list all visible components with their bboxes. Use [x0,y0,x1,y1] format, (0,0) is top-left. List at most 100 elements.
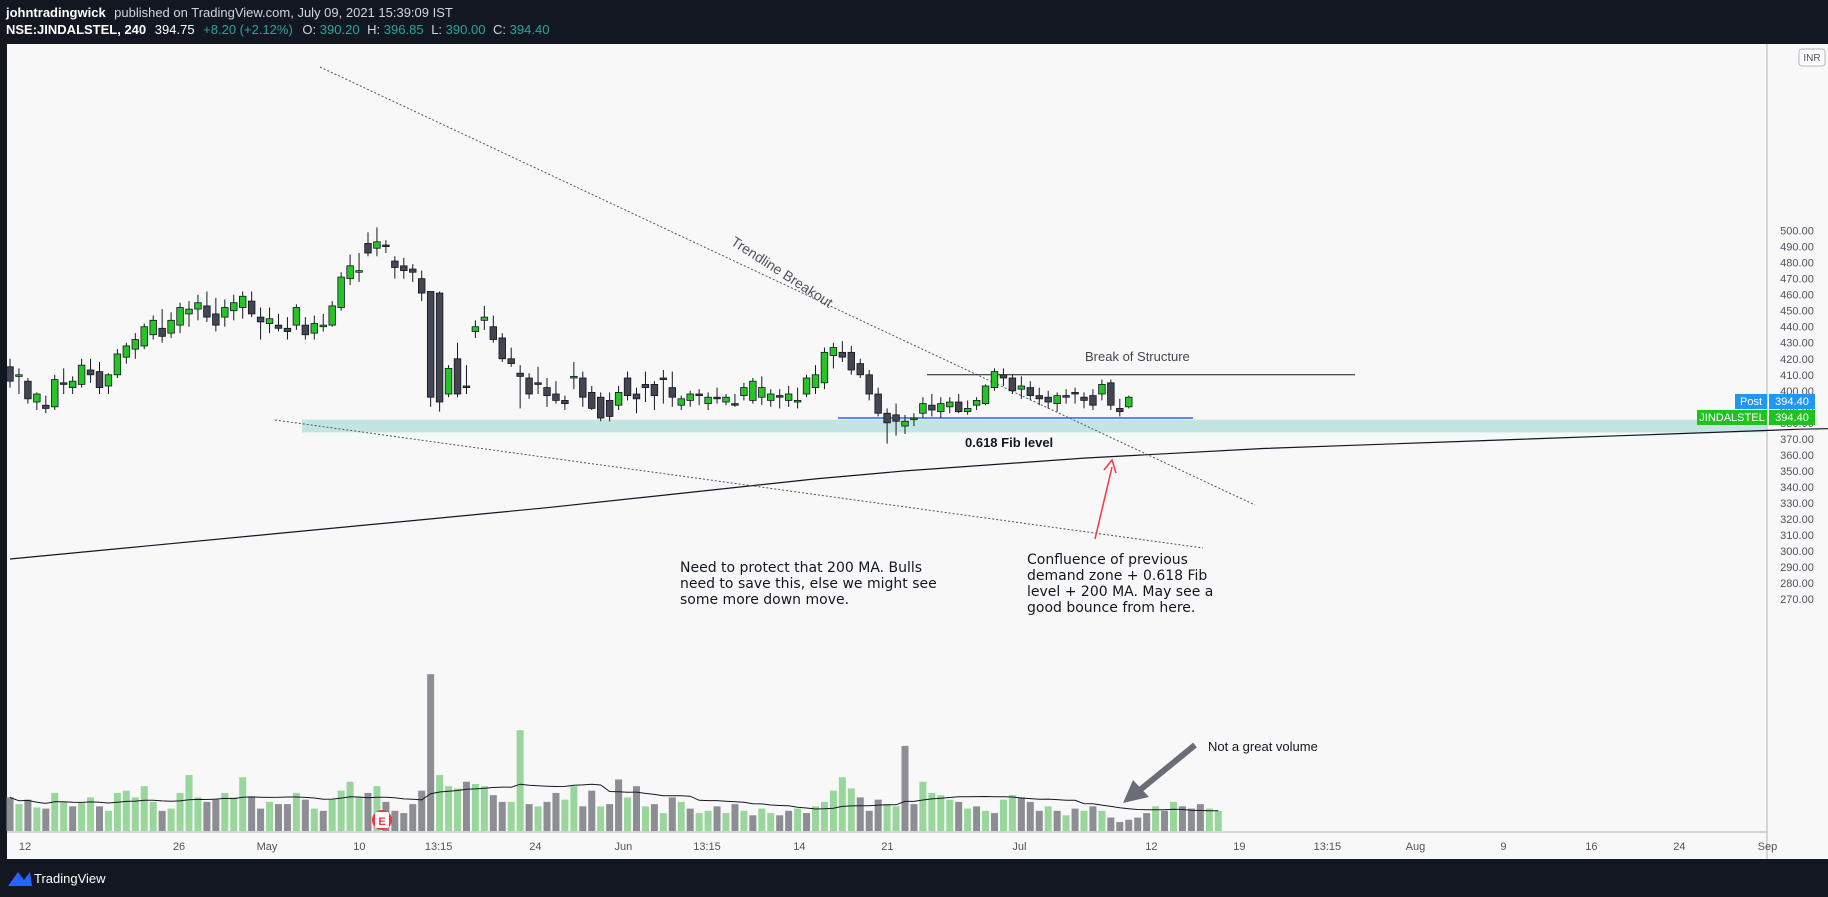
volume-bar [400,813,408,831]
candle-body [820,351,829,384]
volume-bar [516,730,524,831]
volume-bar [803,813,811,831]
candle-body [776,395,784,398]
header-line-2: NSE:JINDALSTEL, 240 394.75 +8.20 (+2.12%… [6,22,549,37]
candle-body [301,324,310,336]
volume-bar [176,792,184,831]
candle-body [42,404,50,409]
volume-bar [534,806,542,831]
confluence-line-2: demand zone + 0.618 Fib [1027,568,1207,584]
volume-bar [829,790,837,831]
candle-body [1044,396,1052,403]
volume-bar [149,801,157,831]
volume-bar [33,807,41,831]
volume-bar [659,813,667,831]
time-tick-label: 12 [1145,841,1157,853]
ma-note: Need to protect that 200 MA. Bulls need … [680,560,941,608]
volume-bar [122,790,130,831]
volume-bar [480,786,488,831]
volume-layer [6,674,1222,831]
candle-body [355,270,363,273]
candle-body [1116,408,1124,413]
volume-bar [892,806,900,831]
high-label: H: [367,22,380,37]
volume-bar [1116,822,1124,831]
volume-bar [69,806,77,831]
price-tick-label: 460.00 [1780,290,1814,302]
candle-body [758,387,766,398]
ma200-line[interactable] [9,418,1828,560]
time-tick-label: 26 [173,841,185,853]
candle-body [122,345,131,358]
tradingview-logo[interactable]: TradingView [8,871,106,886]
upper-trendline[interactable] [319,66,1256,506]
volume-bar [1134,817,1142,831]
candle-body [328,305,336,326]
time-tick-label: Jul [1012,841,1026,853]
volume-bar [1187,808,1195,831]
volume-bar [695,813,703,831]
confluence-line-4: good bounce from here. [1027,600,1195,616]
volume-bar [1143,813,1151,831]
candle-body [829,347,838,356]
candle-body [265,318,274,324]
candle-body [793,400,802,403]
price-tick-label: 360.00 [1780,450,1814,462]
volume-bar [454,788,461,831]
volume-bar [1026,801,1034,831]
candle-body [1107,382,1115,406]
time-tick-label: Aug [1406,841,1426,853]
demand-zone[interactable] [302,419,1767,433]
candle-body [283,327,292,332]
grey-arrow-line [1138,742,1197,793]
volume-bar [24,799,32,831]
candle-body [471,326,480,332]
candle-body [614,392,623,406]
volume-bar [606,804,614,831]
candle-body [901,420,909,427]
volume-note: Not a great volume [1208,739,1318,754]
price-tick-label: 440.00 [1780,322,1814,334]
volume-bar [471,783,479,831]
candle-body [86,369,95,376]
volume-bar [292,792,300,831]
high-value: 396.85 [384,22,424,37]
candle-body [990,371,999,388]
volume-bar [248,797,256,831]
volume-bar [677,801,685,831]
candle-body [1125,396,1133,408]
price-tick-label: 300.00 [1780,546,1814,558]
time-tick-label: 13:15 [1314,841,1342,853]
volume-bar [874,799,882,831]
volume-bar [552,792,560,831]
volume-bar [266,801,274,831]
lower-trendline[interactable] [274,419,1204,549]
chart-pane[interactable] [7,44,1828,859]
volume-bar [991,813,998,831]
volume-bar [722,813,730,831]
price-tick-label: 290.00 [1780,562,1814,574]
volume-bar [982,810,990,831]
author-name[interactable]: johntradingwick [5,5,106,20]
symbol-interval: NSE:JINDALSTEL, 240 [6,22,146,37]
volume-bar [364,792,372,831]
volume-bar [525,804,533,831]
candle-body [749,380,757,401]
earnings-badge [375,812,389,828]
volume-bar [275,804,282,831]
candle-body [51,379,59,408]
candle-body [722,396,730,403]
candle-body [695,393,703,397]
break-of-structure-label: Break of Structure [1085,349,1190,364]
candle-body [561,400,569,405]
currency-badge[interactable] [1798,48,1826,67]
candle-body [274,324,283,329]
volume-bar [328,799,336,831]
candle-body [892,414,900,422]
candle-body [221,307,229,318]
volume-bar [1205,808,1213,831]
volume-bar [686,808,694,831]
earnings-marker[interactable]: E [372,810,392,830]
time-tick-label: Jun [615,841,633,853]
